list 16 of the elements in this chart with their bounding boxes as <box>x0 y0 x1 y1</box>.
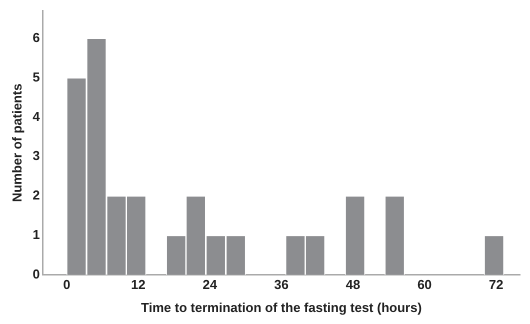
x-tick-label: 0 <box>63 277 70 292</box>
y-tick-label: 4 <box>32 108 41 124</box>
x-axis-title: Time to termination of the fasting test (hours) <box>141 300 422 315</box>
y-tick-label: 2 <box>32 188 40 203</box>
y-tick-label: 6 <box>32 30 40 45</box>
x-tick-label: 48 <box>346 277 360 292</box>
y-tick-label: 0 <box>32 266 40 282</box>
y-axis-title: Number of patients <box>9 84 24 202</box>
y-tick-label: 1 <box>32 226 40 242</box>
x-tick-label: 12 <box>131 277 146 292</box>
x-tick-label: 36 <box>274 277 289 292</box>
x-tick-label: 72 <box>488 277 504 292</box>
y-tick-label: 3 <box>32 148 40 164</box>
y-tick-label: 5 <box>32 69 40 84</box>
x-tick-label: 24 <box>202 277 218 292</box>
x-tick-label: 60 <box>417 277 432 292</box>
